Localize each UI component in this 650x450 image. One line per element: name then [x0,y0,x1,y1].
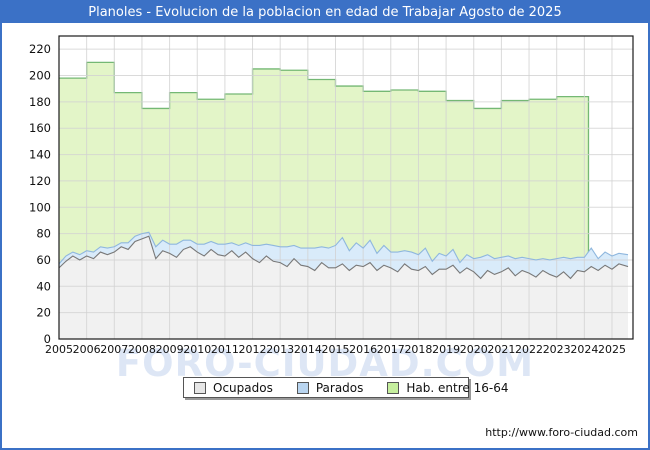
x-tick-label: 2023 [543,343,571,356]
x-tick-label: 2019 [432,343,460,356]
y-tick-label: 140 [29,148,51,162]
x-tick-label: 2022 [515,343,543,356]
x-tick-label: 2008 [128,343,156,356]
legend-swatch-hab-16-64 [387,381,400,394]
y-tick-label: 0 [44,332,51,346]
legend-label-hab-16-64: Hab. entre 16-64 [406,380,509,395]
y-tick-label: 180 [29,95,51,109]
y-tick-label: 80 [36,227,51,241]
x-tick-label: 2011 [211,343,239,356]
legend-item-ocupados: Ocupados [194,381,273,395]
x-tick-label: 2013 [266,343,294,356]
chart-title-bar: Planoles - Evolucion de la poblacion en … [2,2,648,23]
x-tick-label: 2006 [73,343,101,356]
legend-box: Ocupados Parados Hab. entre 16-64 [183,377,508,398]
x-tick-label: 2014 [294,343,322,356]
x-tick-label: 2016 [349,343,377,356]
x-tick-label: 2009 [156,343,184,356]
y-tick-label: 160 [29,121,51,135]
x-tick-label: 2010 [183,343,211,356]
x-tick-label: 2005 [45,343,73,356]
legend-item-parados: Parados [296,380,364,395]
legend-label-ocupados: Ocupados [213,380,273,395]
x-tick-label: 2017 [377,343,405,356]
y-tick-label: 120 [29,174,51,188]
x-tick-label: 2015 [321,343,349,356]
y-tick-label: 60 [36,253,51,267]
x-tick-label: 2020 [460,343,488,356]
x-tick-label: 2007 [100,343,128,356]
y-tick-label: 220 [29,42,51,56]
legend-swatch-parados [296,381,309,394]
x-tick-label: 2024 [570,343,598,356]
chart-title: Planoles - Evolucion de la poblacion en … [88,5,562,20]
x-tick-label: 2021 [487,343,515,356]
y-tick-label: 100 [29,200,51,214]
legend-label-parados: Parados [315,380,364,395]
y-tick-label: 20 [36,306,51,320]
footer-url: http://www.foro-ciudad.com [485,426,638,439]
y-tick-label: 40 [36,279,51,293]
x-tick-label: 2012 [239,343,267,356]
legend-item-hab-16-64: Hab. entre 16-64 [387,381,508,395]
y-tick-label: 200 [29,69,51,83]
x-tick-label: 2018 [404,343,432,356]
x-tick-label: 2025 [598,343,626,356]
legend-swatch-ocupados [194,381,206,394]
